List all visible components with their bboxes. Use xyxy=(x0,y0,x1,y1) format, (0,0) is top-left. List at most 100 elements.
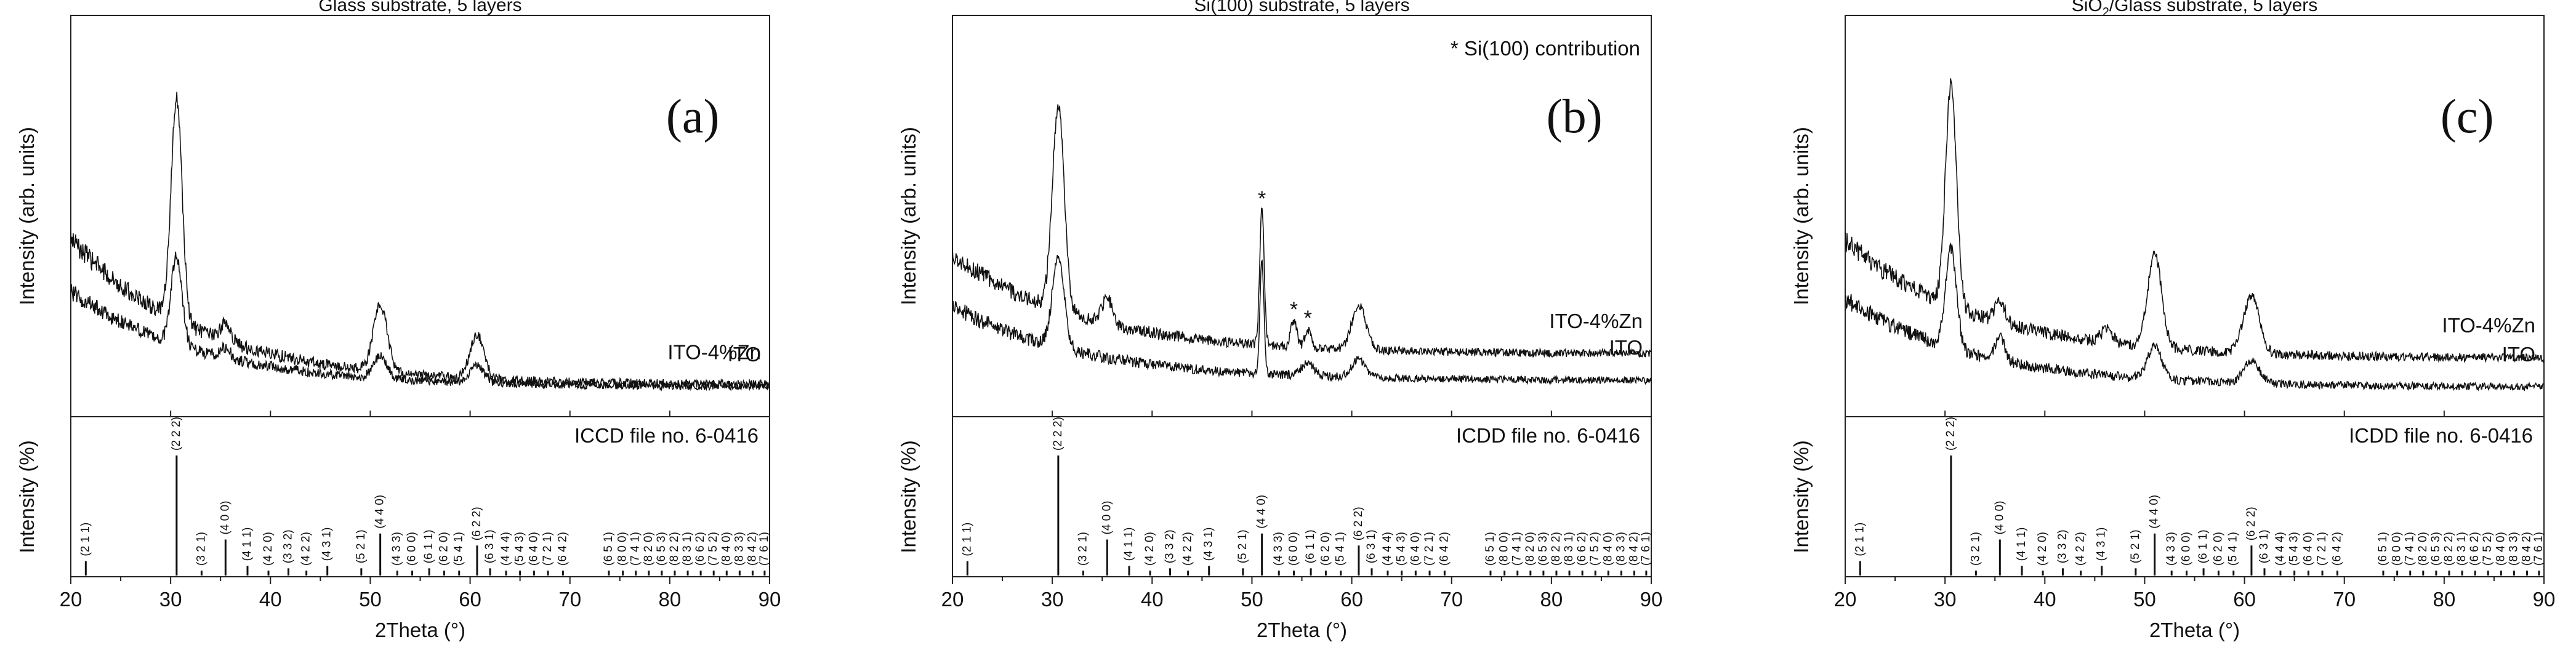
reference-hkl-label: (5 4 1) xyxy=(1334,532,1347,566)
reference-hkl-label: (6 4 2) xyxy=(1438,532,1451,566)
reference-hkl-label: (6 5 3) xyxy=(655,532,668,566)
x-tick-label: 30 xyxy=(1934,588,1957,611)
reference-hkl-label: (2 1 1) xyxy=(1853,523,1866,556)
x-tick-label: 80 xyxy=(658,588,681,611)
reference-hkl-label: (8 0 0) xyxy=(2391,532,2404,566)
x-tick-label: 60 xyxy=(459,588,481,611)
reference-hkl-label: (6 5 3) xyxy=(1537,532,1550,566)
panel-b: Si(100) substrate, 5 layers (b) * Si(100) … xyxy=(897,0,1662,641)
si-marker: * xyxy=(1304,307,1312,330)
reference-hkl-label: (4 4 4) xyxy=(2274,532,2287,566)
reference-hkl-label: (8 3 3) xyxy=(733,532,746,566)
reference-hkl-label: (8 0 0) xyxy=(616,532,629,566)
reference-hkl-label: (5 4 3) xyxy=(2288,532,2301,566)
x-tick-label: 20 xyxy=(1834,588,1857,611)
reference-hkl-label: (8 4 0) xyxy=(2494,532,2507,566)
reference-hkl-label: (2 2 2) xyxy=(1944,417,1957,451)
chart-title: Si(100) substrate, 5 layers xyxy=(1194,0,1409,15)
reference-hkl-label: (8 4 2) xyxy=(746,532,759,566)
reference-hkl-label: (6 2 0) xyxy=(2212,532,2224,566)
reference-hkl-label: (3 2 1) xyxy=(1076,532,1089,566)
reference-hkl-label: (5 2 1) xyxy=(1236,529,1249,563)
reference-hkl-label: (8 2 2) xyxy=(1550,532,1563,566)
reference-hkl-label: (2 1 1) xyxy=(960,523,973,556)
x-tick-label: 20 xyxy=(60,588,83,611)
reference-hkl-label: (7 6 1) xyxy=(2532,532,2545,566)
series-label: ITO xyxy=(728,343,761,366)
reference-hkl-label: (4 4 4) xyxy=(1381,532,1394,566)
reference-hkl-label: (6 6 2) xyxy=(2468,532,2481,566)
x-tick-label: 90 xyxy=(2533,588,2556,611)
plot-frame-top xyxy=(952,15,1652,417)
reference-hkl-label: (8 0 0) xyxy=(1498,532,1511,566)
reference-hkl-label: (4 3 1) xyxy=(1202,527,1215,561)
reference-hkl-label: (8 3 1) xyxy=(2455,532,2468,566)
reference-hkl-label: (8 2 0) xyxy=(2417,532,2429,566)
x-tick-label: 30 xyxy=(1041,588,1064,611)
reference-hkl-label: (4 2 0) xyxy=(262,532,275,566)
reference-label: ICDD file no. 6-0416 xyxy=(2349,424,2533,447)
series-label: ITO-4%Zn xyxy=(1549,310,1643,332)
reference-hkl-label: (8 2 2) xyxy=(668,532,681,566)
reference-hkl-label: (2 2 2) xyxy=(1052,417,1065,451)
panel-label: (b) xyxy=(1547,89,1603,143)
reference-hkl-label: (4 4 4) xyxy=(499,532,512,566)
reference-hkl-label: (6 2 2) xyxy=(1352,507,1365,540)
reference-hkl-label: (6 3 1) xyxy=(1365,529,1378,563)
reference-hkl-label: (4 0 0) xyxy=(219,501,231,535)
reference-hkl-label: (6 6 2) xyxy=(694,532,707,566)
y-axis-label-bottom: Intensity (%) xyxy=(1790,440,1813,553)
reference-hkl-label: (8 3 3) xyxy=(2507,532,2520,566)
reference-hkl-label: (8 2 0) xyxy=(642,532,655,566)
reference-hkl-label: (5 2 1) xyxy=(355,529,368,563)
reference-hkl-label: (8 4 2) xyxy=(2520,532,2533,566)
reference-hkl-label: (4 4 0) xyxy=(374,495,387,529)
reference-hkl-label: (7 6 1) xyxy=(758,532,771,566)
reference-hkl-label: (6 3 1) xyxy=(2258,529,2271,563)
reference-hkl-label: (8 3 3) xyxy=(1614,532,1627,566)
reference-hkl-label: (8 3 1) xyxy=(1563,532,1576,566)
reference-hkl-label: (4 3 3) xyxy=(390,532,403,566)
reference-label: ICDD file no. 6-0416 xyxy=(1456,424,1640,447)
x-tick-label: 90 xyxy=(759,588,781,611)
x-tick-label: 50 xyxy=(2133,588,2156,611)
chart-title-part: SiO xyxy=(2072,0,2103,15)
reference-hkl-label: (4 0 0) xyxy=(1100,501,1113,535)
x-tick-label: 90 xyxy=(1640,588,1663,611)
reference-hkl-label: (4 3 3) xyxy=(1272,532,1285,566)
reference-hkl-label: (3 3 2) xyxy=(2056,529,2069,563)
x-axis-label: 2Theta (°) xyxy=(2149,619,2240,641)
reference-hkl-label: (3 3 2) xyxy=(281,529,294,563)
x-tick-label: 60 xyxy=(2233,588,2256,611)
chart-title-part: /Glass substrate, 5 layers xyxy=(2109,0,2317,15)
x-tick-label: 70 xyxy=(2333,588,2356,611)
series-line-ito-4-zn xyxy=(1845,78,2545,364)
reference-hkl-label: (8 3 1) xyxy=(681,532,694,566)
reference-hkl-label: (4 1 1) xyxy=(2015,527,2028,561)
series-label: ITO xyxy=(1609,336,1643,359)
plot-frame-top xyxy=(70,15,770,417)
x-tick-label: 60 xyxy=(1340,588,1363,611)
reference-hkl-label: (6 2 2) xyxy=(470,507,483,540)
x-axis-label: 2Theta (°) xyxy=(1257,619,1347,641)
chart-title-subscript: 2 xyxy=(2103,6,2109,19)
series-label: ITO xyxy=(2502,343,2535,366)
reference-hkl-label: (6 5 1) xyxy=(1484,532,1497,566)
reference-hkl-label: (7 4 1) xyxy=(1511,532,1524,566)
y-axis-label-top: Intensity (arb. units) xyxy=(15,127,38,305)
reference-hkl-label: (6 4 0) xyxy=(1409,532,1422,566)
reference-hkl-label: (4 3 3) xyxy=(2165,532,2178,566)
reference-hkl-label: (6 3 1) xyxy=(483,529,496,563)
reference-hkl-label: (6 5 1) xyxy=(2377,532,2389,566)
reference-hkl-label: (4 1 1) xyxy=(1122,527,1135,561)
series-line-ito xyxy=(1845,242,2544,391)
x-tick-label: 70 xyxy=(558,588,581,611)
reference-hkl-label: (6 1 1) xyxy=(422,529,435,563)
x-axis-label: 2Theta (°) xyxy=(375,619,465,641)
reference-hkl-label: (8 4 0) xyxy=(720,532,733,566)
x-tick-label: 50 xyxy=(1241,588,1263,611)
reference-hkl-label: (3 3 2) xyxy=(1163,529,1176,563)
reference-hkl-label: (8 4 2) xyxy=(1627,532,1640,566)
reference-hkl-label: (7 5 2) xyxy=(2481,532,2494,566)
si-marker: * xyxy=(1258,187,1266,211)
